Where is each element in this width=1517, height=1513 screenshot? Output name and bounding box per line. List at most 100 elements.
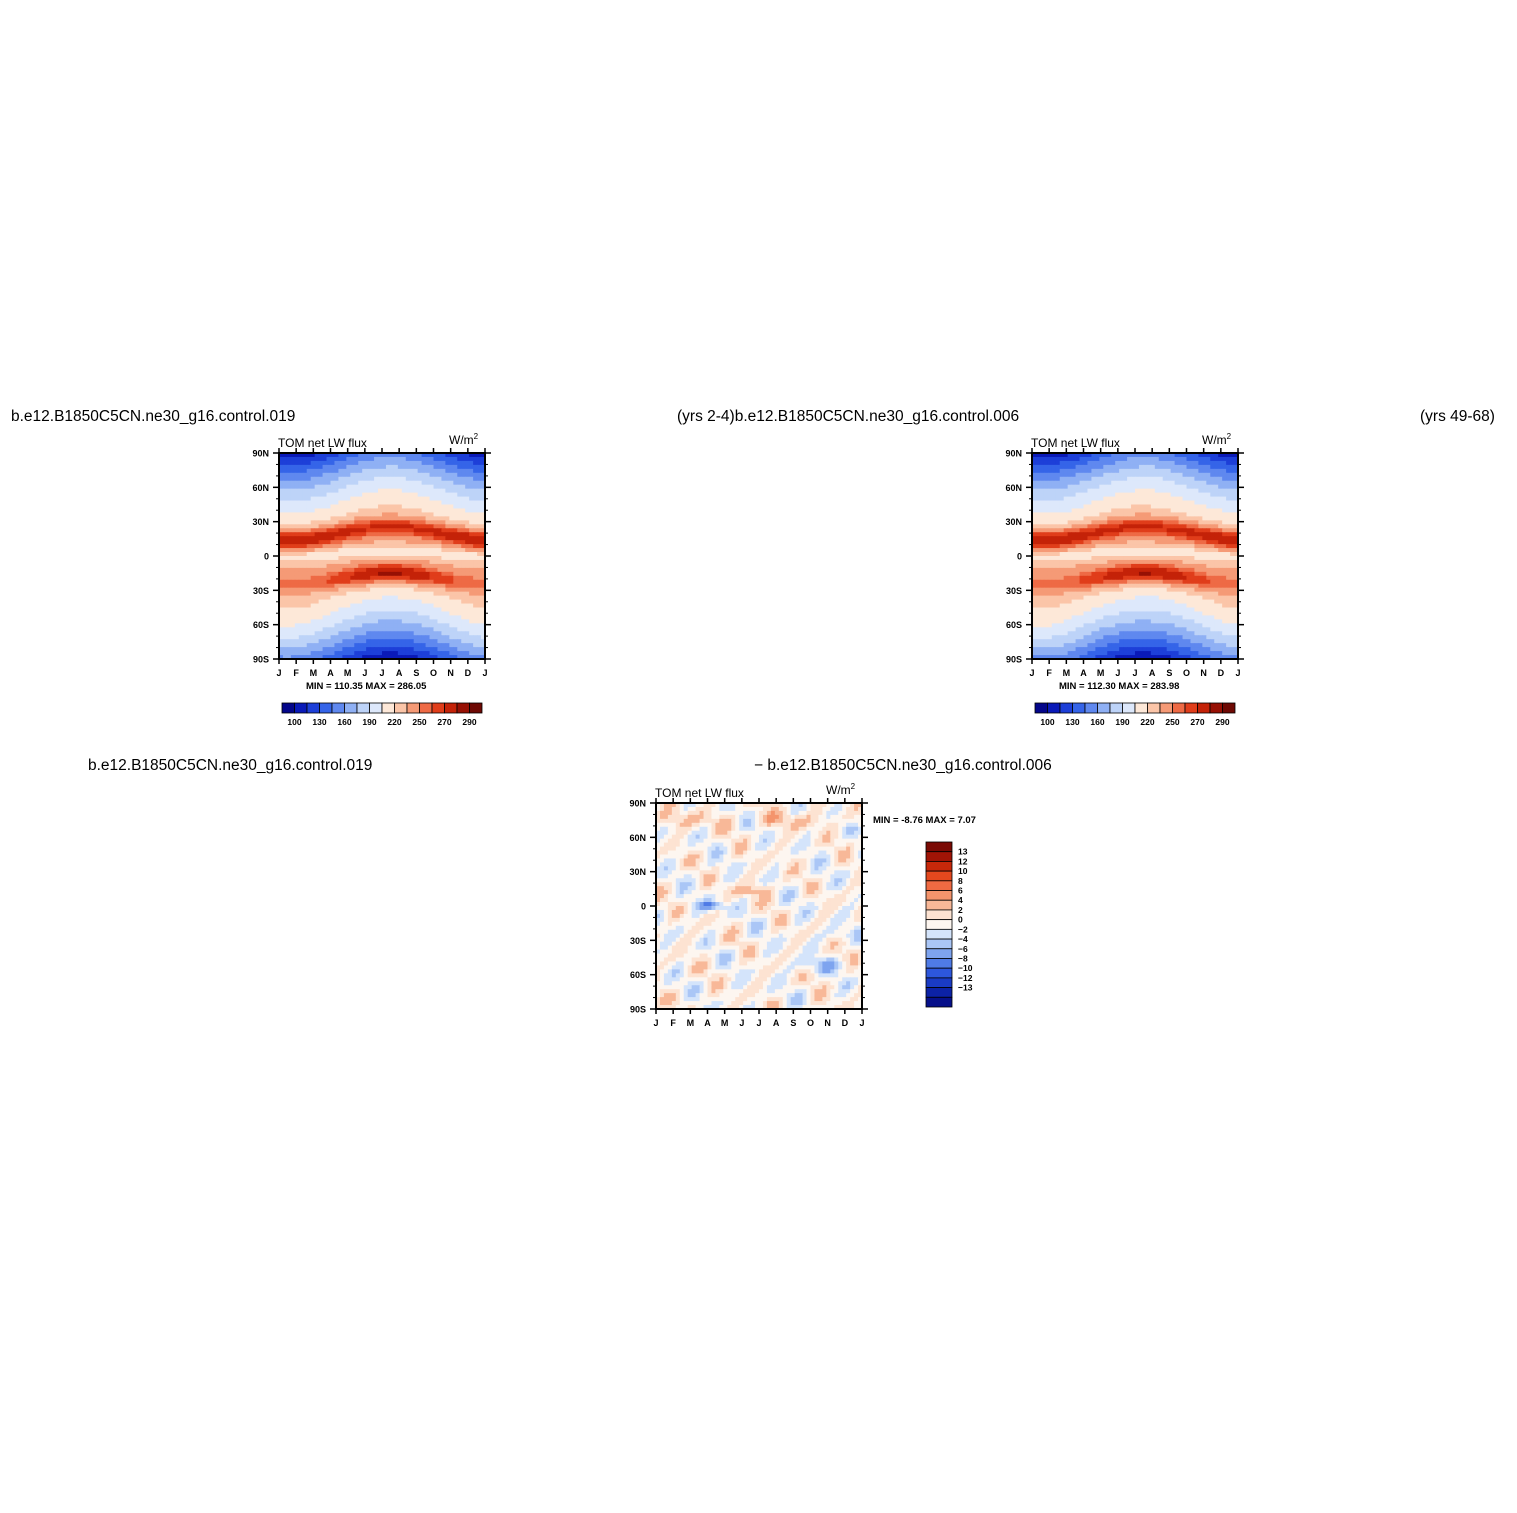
heatmap-cell	[405, 548, 411, 553]
heatmap-cell	[481, 623, 486, 628]
heatmap-cell	[429, 579, 434, 585]
heatmap-cell	[397, 488, 403, 494]
heatmap-cell	[1206, 575, 1211, 581]
heatmap-cell	[1035, 500, 1041, 505]
heatmap-cell	[378, 571, 383, 577]
heatmap-cell	[453, 571, 458, 577]
heatmap-cell	[417, 488, 423, 494]
heatmap-cell	[429, 492, 434, 497]
heatmap-cell	[382, 655, 387, 660]
heatmap-cell	[1119, 484, 1124, 490]
heatmap-cell	[445, 559, 450, 565]
heatmap-cell	[405, 492, 411, 497]
heatmap-cell	[1162, 536, 1168, 541]
heatmap-cell	[1043, 571, 1049, 577]
heatmap-cell	[409, 460, 415, 466]
heatmap-cell	[1055, 472, 1061, 478]
heatmap-cell	[282, 512, 288, 517]
heatmap-cell	[314, 611, 320, 616]
heatmap-cell	[1099, 595, 1104, 600]
heatmap-cell	[358, 460, 363, 466]
heatmap-cell	[350, 552, 355, 557]
heatmap-cell	[429, 504, 434, 509]
heatmap-cell	[318, 456, 323, 462]
heatmap-cell	[453, 464, 458, 470]
heatmap-cell	[449, 599, 454, 604]
heatmap-cell	[1119, 540, 1124, 545]
heatmap-cell	[354, 500, 359, 505]
heatmap-cell	[1174, 532, 1179, 537]
heatmap-cell	[465, 476, 470, 482]
heatmap-cell	[1083, 540, 1088, 545]
heatmap-cell	[354, 599, 359, 604]
heatmap-cell	[358, 615, 363, 620]
heatmap-cell	[374, 631, 379, 636]
heatmap-cell	[481, 627, 486, 632]
heatmap-cell	[1043, 591, 1049, 597]
heatmap-cell	[453, 460, 458, 466]
heatmap-cell	[385, 492, 391, 497]
heatmap-cell	[481, 635, 486, 640]
heatmap-cell	[1174, 476, 1179, 482]
heatmap-cell	[1206, 504, 1211, 509]
heatmap-cell	[294, 468, 300, 474]
heatmap-cell	[282, 571, 288, 577]
heatmap-cell	[382, 460, 387, 466]
heatmap-cell	[437, 595, 442, 600]
heatmap-cell	[481, 583, 486, 589]
heatmap-cell	[433, 484, 438, 490]
heatmap-cell	[290, 504, 296, 509]
heatmap-cell	[1178, 468, 1183, 474]
heatmap-cell	[437, 464, 442, 470]
heatmap-cell	[1099, 603, 1104, 608]
heatmap-cell	[1142, 548, 1148, 553]
heatmap-cell	[350, 595, 355, 600]
heatmap-cell	[417, 496, 423, 501]
heatmap-cell	[469, 468, 474, 474]
heatmap-cell	[449, 651, 454, 656]
heatmap-cell	[417, 520, 423, 525]
heatmap-cell	[306, 615, 312, 620]
heatmap-cell	[393, 623, 399, 628]
heatmap-cell	[286, 579, 292, 585]
heatmap-cell	[449, 496, 454, 501]
heatmap-cell	[405, 512, 411, 517]
heatmap-cell	[481, 476, 486, 482]
heatmap-cell	[1039, 484, 1045, 490]
heatmap-cell	[330, 571, 335, 577]
heatmap-cell	[1182, 528, 1187, 533]
heatmap-cell	[322, 536, 327, 541]
heatmap-cell	[1115, 504, 1120, 509]
heatmap-cell	[1111, 472, 1116, 478]
heatmap-cell	[350, 544, 355, 549]
heatmap-cell	[1127, 615, 1132, 620]
heatmap-cell	[1162, 532, 1168, 537]
heatmap-cell	[1051, 563, 1057, 569]
heatmap-cell	[350, 548, 355, 553]
heatmap-cell	[279, 599, 284, 604]
heatmap-cell	[370, 631, 375, 636]
heatmap-cell	[1055, 567, 1061, 573]
heatmap-cell	[1186, 520, 1191, 525]
heatmap-cell	[445, 591, 450, 597]
heatmap-cell	[1111, 571, 1116, 577]
heatmap-cell	[370, 536, 375, 541]
heatmap-cell	[1170, 591, 1176, 597]
heatmap-cell	[397, 639, 403, 644]
heatmap-cell	[1234, 472, 1239, 478]
heatmap-cell	[465, 556, 470, 561]
heatmap-cell	[457, 559, 462, 565]
heatmap-cell	[1071, 611, 1076, 616]
y-tick-label: 60N	[252, 483, 269, 493]
heatmap-cell	[294, 453, 300, 458]
heatmap-cell	[362, 472, 367, 478]
heatmap-cell	[389, 456, 395, 462]
heatmap-cell	[1146, 540, 1152, 545]
heatmap-cell	[1210, 587, 1215, 593]
heatmap-cell	[389, 500, 395, 505]
heatmap-cell	[1210, 548, 1215, 553]
heatmap-cell	[1190, 453, 1195, 458]
heatmap-cell	[401, 655, 407, 660]
heatmap-cell	[473, 619, 478, 624]
heatmap-cell	[469, 464, 474, 470]
